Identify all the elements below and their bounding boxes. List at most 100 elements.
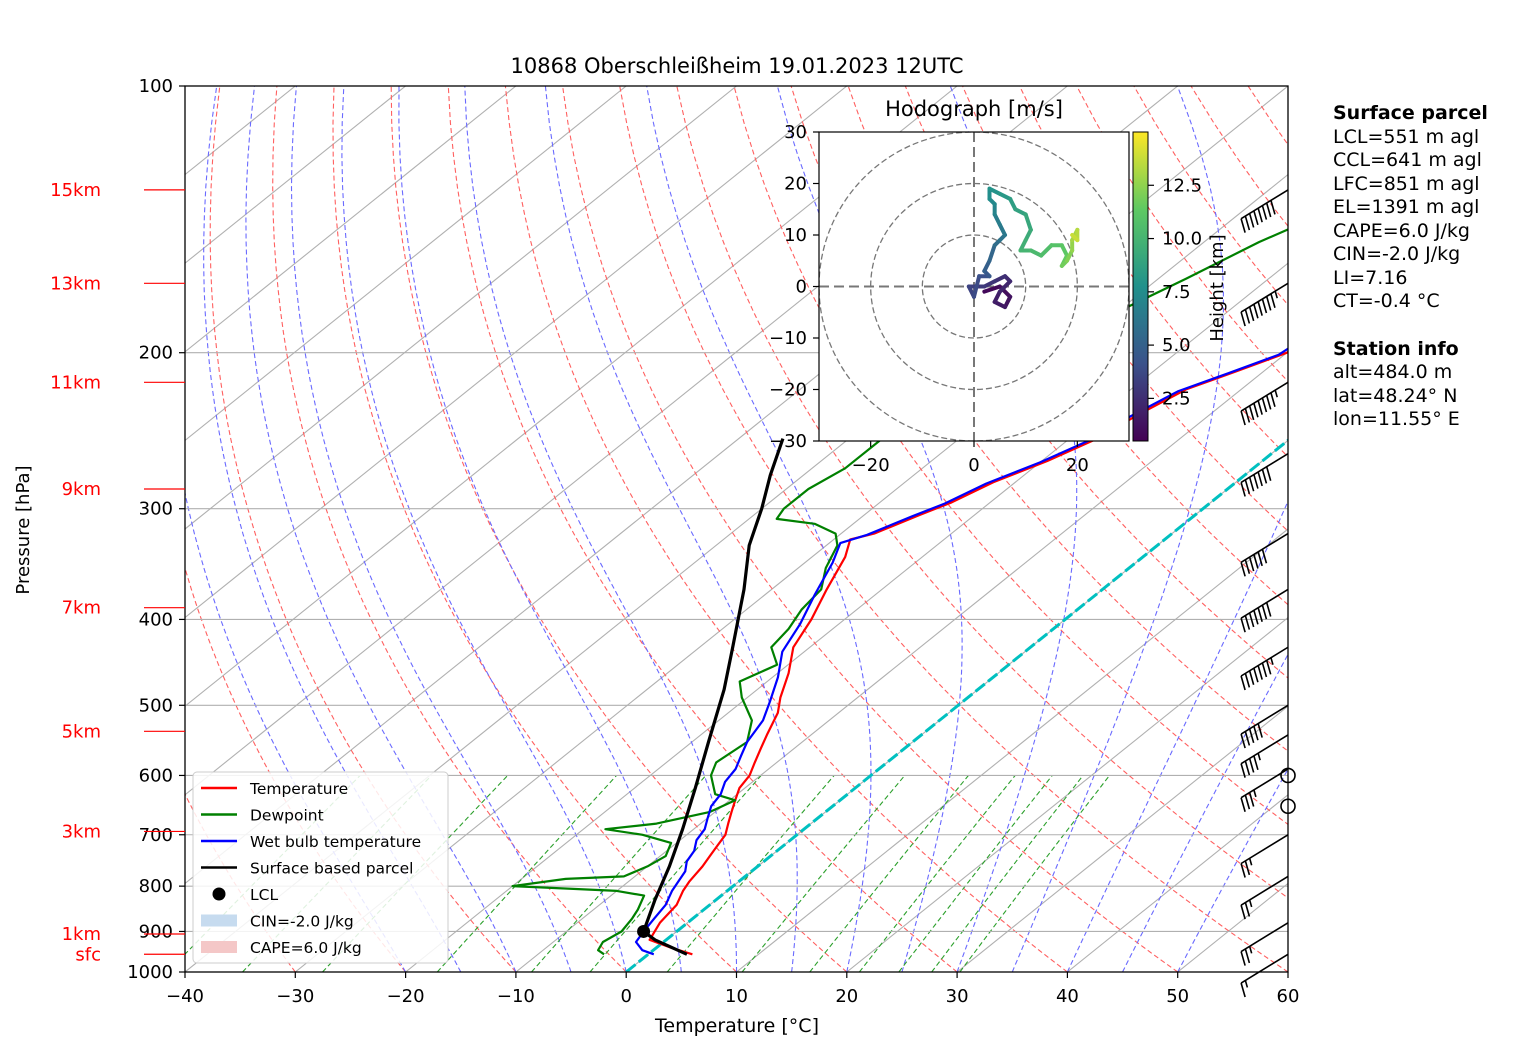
surface-line: EL=1391 m agl bbox=[1333, 196, 1480, 218]
hodograph-y-tick: 10 bbox=[784, 225, 807, 246]
isotherm-line bbox=[185, 86, 737, 530]
isotherm-line bbox=[956, 705, 1288, 972]
dry-adiabat bbox=[390, 86, 848, 972]
dry-adiabat bbox=[562, 86, 1179, 972]
height-label: 13km bbox=[50, 273, 101, 294]
dry-adiabat bbox=[272, 86, 627, 972]
legend-entry: Dewpoint bbox=[201, 807, 324, 825]
x-tick-label: 30 bbox=[946, 986, 969, 1007]
wind-barb bbox=[1240, 381, 1289, 426]
legend-box bbox=[192, 771, 449, 964]
moist-adiabat bbox=[341, 86, 627, 972]
wind-barb bbox=[1240, 768, 1289, 812]
zero-isotherm bbox=[625, 438, 1288, 972]
isotherm-line bbox=[846, 616, 1288, 972]
hodograph-y-tick: −30 bbox=[769, 431, 807, 452]
hodograph-y-tick: 20 bbox=[784, 174, 807, 195]
mixing-ratio-line bbox=[589, 775, 762, 972]
y-tick-label: 200 bbox=[139, 343, 173, 364]
colorbar-tick-label: 12.5 bbox=[1162, 175, 1202, 196]
hodograph-x-tick: 0 bbox=[968, 455, 979, 476]
moist-adiabat bbox=[949, 86, 1078, 972]
wind-barb bbox=[1240, 282, 1289, 327]
surface-line: CT=-0.4 °C bbox=[1333, 290, 1440, 312]
surface-line: CAPE=6.0 J/kg bbox=[1333, 219, 1470, 242]
wind-barb bbox=[1240, 452, 1289, 497]
colorbar-ticks: 2.5 5.0 7.5 10.0 12.5 bbox=[1148, 175, 1202, 409]
isotherm-line bbox=[185, 86, 848, 619]
mixing-ratio-line bbox=[436, 775, 618, 972]
legend-label: Wet bulb temperature bbox=[250, 833, 421, 851]
mixing-ratio-line bbox=[666, 775, 835, 972]
legend-entry: Wet bulb temperature bbox=[201, 833, 421, 851]
temperature-line bbox=[648, 350, 1288, 956]
isotherm-line bbox=[185, 86, 517, 353]
y-tick-label: 600 bbox=[139, 765, 173, 786]
moist-adiabat bbox=[398, 86, 682, 972]
wind-barb bbox=[1240, 734, 1289, 778]
legend-label: CIN=-2.0 J/kg bbox=[250, 913, 354, 931]
hodograph-segment bbox=[1070, 233, 1080, 243]
isotherm-line bbox=[185, 86, 958, 707]
colorbar bbox=[1132, 131, 1149, 442]
y-tick-label: 100 bbox=[139, 76, 173, 97]
legend-label: Temperature bbox=[249, 780, 348, 798]
y-axis-ticks: 100 200 300 400 500 600 700 800 900 1000 bbox=[127, 76, 185, 983]
surface-line: LFC=851 m agl bbox=[1333, 172, 1480, 195]
height-label: sfc bbox=[75, 944, 101, 965]
legend-label: Dewpoint bbox=[250, 807, 324, 825]
colorbar-label: Height [km] bbox=[1207, 234, 1228, 341]
y-tick-label: 700 bbox=[139, 825, 173, 846]
moist-adiabat bbox=[290, 86, 572, 972]
x-tick-label: 40 bbox=[1056, 986, 1079, 1007]
height-label: 5km bbox=[62, 721, 101, 742]
wind-barb bbox=[1240, 532, 1289, 577]
moist-adiabat bbox=[1011, 86, 1224, 972]
height-label: 3km bbox=[62, 821, 101, 842]
isotherm-line bbox=[185, 86, 406, 264]
station-info-heading: Station info bbox=[1333, 337, 1459, 360]
x-tick-label: −20 bbox=[387, 986, 425, 1007]
x-tick-label: 60 bbox=[1277, 986, 1300, 1007]
legend-label: CAPE=6.0 J/kg bbox=[250, 939, 362, 957]
colorbar-tick-label: 2.5 bbox=[1162, 388, 1191, 409]
moist-adiabat bbox=[203, 86, 462, 972]
x-tick-label: 0 bbox=[620, 986, 631, 1007]
hodograph-trace bbox=[966, 186, 1080, 310]
moist-adiabat bbox=[464, 86, 738, 972]
y-tick-label: 800 bbox=[139, 876, 173, 897]
wetbulb-line bbox=[634, 347, 1288, 956]
height-label: 7km bbox=[62, 598, 101, 619]
hodograph-ring bbox=[921, 234, 1027, 339]
legend-label: LCL bbox=[250, 886, 278, 904]
hodograph-y-tick: −10 bbox=[769, 328, 807, 349]
station-line: lon=11.55° E bbox=[1333, 408, 1460, 430]
y-tick-label: 500 bbox=[139, 695, 173, 716]
hodograph-ticks: −20 0 20 30 20 10 0 −10 −20 −30 bbox=[769, 122, 1089, 476]
moist-adiabat bbox=[1122, 653, 1288, 972]
mixing-ratio-line bbox=[531, 775, 707, 972]
y-axis-label: Pressure [hPa] bbox=[13, 465, 34, 594]
x-tick-label: 20 bbox=[835, 986, 858, 1007]
wind-barb bbox=[1240, 704, 1289, 749]
wind-barb bbox=[1240, 189, 1289, 233]
hodograph-segment bbox=[1023, 212, 1033, 232]
dry-adiabat bbox=[676, 86, 1288, 899]
hodograph-y-tick: 30 bbox=[784, 122, 807, 143]
mixing-ratio-line bbox=[809, 775, 969, 972]
y-tick-label: 400 bbox=[139, 609, 173, 630]
mixing-ratio-line bbox=[858, 775, 1016, 972]
dry-adiabat bbox=[185, 566, 407, 972]
isotherm-line bbox=[294, 173, 1288, 972]
surface-parcel-heading: Surface parcel bbox=[1333, 102, 1488, 124]
hodograph-y-tick: −20 bbox=[769, 380, 807, 401]
hodograph-segment bbox=[1039, 243, 1054, 258]
moist-adiabat bbox=[646, 86, 872, 972]
lcl-point bbox=[637, 924, 651, 938]
x-tick-label: 50 bbox=[1166, 986, 1189, 1007]
x-tick-label: −10 bbox=[497, 986, 535, 1007]
surface-line: LCL=551 m agl bbox=[1333, 125, 1480, 148]
legend-entry: Temperature bbox=[201, 780, 348, 798]
dry-adiabat bbox=[504, 86, 1068, 972]
